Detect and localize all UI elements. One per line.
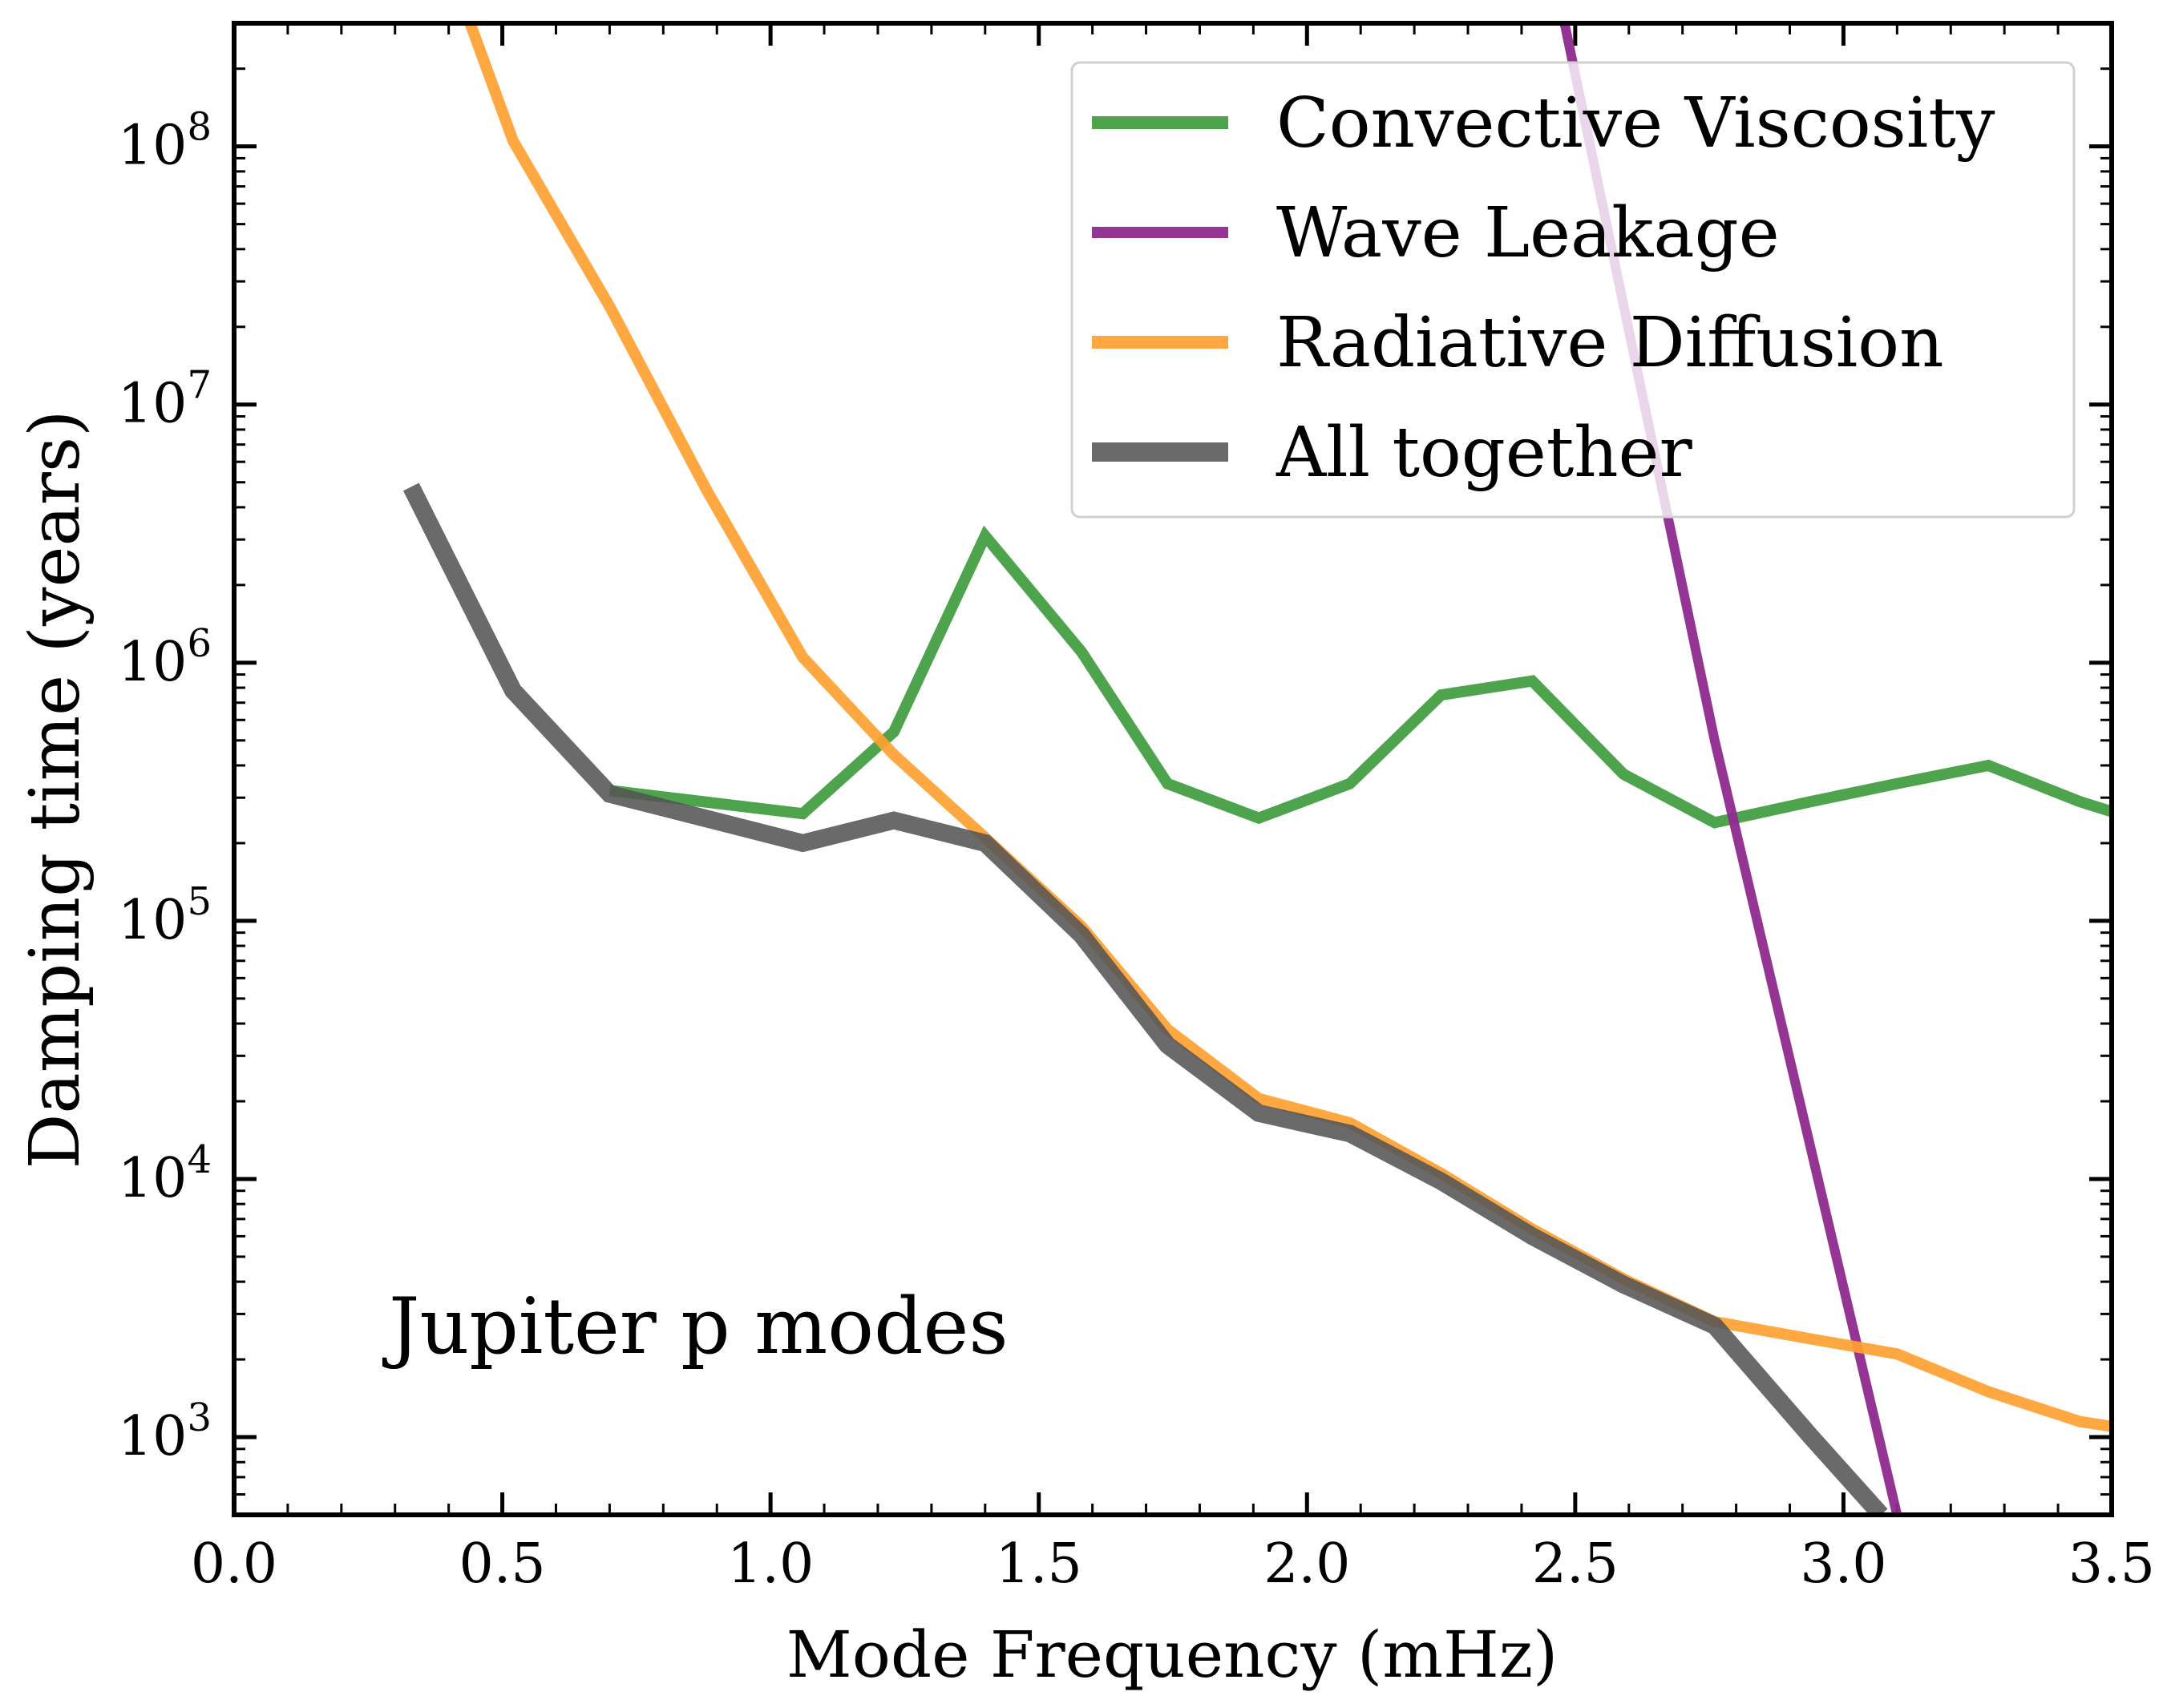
x-tick-label: 0.5 xyxy=(459,1532,545,1596)
plot-border xyxy=(232,21,2114,1517)
y-tick-exponent: 8 xyxy=(187,105,212,150)
y-tick-label: 105 xyxy=(118,879,212,952)
legend-label: All together xyxy=(1276,413,1693,493)
y-tick-base: 10 xyxy=(118,373,188,436)
x-tick-label: 1.5 xyxy=(996,1532,1082,1596)
x-tick-label: 3.5 xyxy=(2068,1532,2155,1596)
y-tick-label: 106 xyxy=(118,621,212,694)
y-tick-exponent: 3 xyxy=(187,1395,212,1440)
x-tick-label: 0.0 xyxy=(191,1532,277,1596)
plot-frame xyxy=(232,21,2114,1517)
series-line-all-together xyxy=(402,483,1888,1515)
legend-label: Wave Leakage xyxy=(1276,193,1780,273)
y-tick-base: 10 xyxy=(118,1147,188,1210)
series-line-radiative-diffusion xyxy=(464,23,2112,1432)
x-tick-label: 2.5 xyxy=(1532,1532,1619,1596)
y-tick-base: 10 xyxy=(118,889,188,952)
y-tick-exponent: 7 xyxy=(187,363,212,408)
x-axis-label: Mode Frequency (mHz) xyxy=(786,1617,1558,1692)
y-tick-label: 103 xyxy=(118,1395,212,1468)
legend-label: Convective Viscosity xyxy=(1276,83,1995,164)
x-tick-label: 2.0 xyxy=(1263,1532,1350,1596)
y-tick-base: 10 xyxy=(118,115,188,178)
y-tick-label: 108 xyxy=(118,105,212,178)
y-tick-label: 104 xyxy=(118,1137,212,1210)
x-tick-label: 3.0 xyxy=(1800,1532,1886,1596)
major-ticks xyxy=(232,23,2114,1515)
legend-box xyxy=(1070,61,2076,519)
y-tick-base: 10 xyxy=(118,631,188,694)
legend-label: Radiative Diffusion xyxy=(1276,303,1943,383)
series-lines xyxy=(402,23,2112,1515)
y-tick-exponent: 6 xyxy=(187,621,212,666)
annotation-text: Jupiter p modes xyxy=(382,1282,1009,1371)
y-tick-base: 10 xyxy=(118,1405,188,1468)
y-tick-label: 107 xyxy=(118,363,212,436)
y-tick-exponent: 5 xyxy=(187,879,212,924)
x-tick-label: 1.0 xyxy=(727,1532,814,1596)
series-line-convective-viscosity xyxy=(608,525,2112,829)
tick-labels: 0.0 0.5 1.0 1.5 2.0 2.5 3.0 3.51031041051061071… xyxy=(118,105,2155,1596)
y-tick-exponent: 4 xyxy=(187,1137,212,1182)
y-axis-label: Damping time (years) xyxy=(15,410,95,1169)
legend: Convective Viscosity Wave Leakage Radiativ… xyxy=(1070,61,2076,519)
